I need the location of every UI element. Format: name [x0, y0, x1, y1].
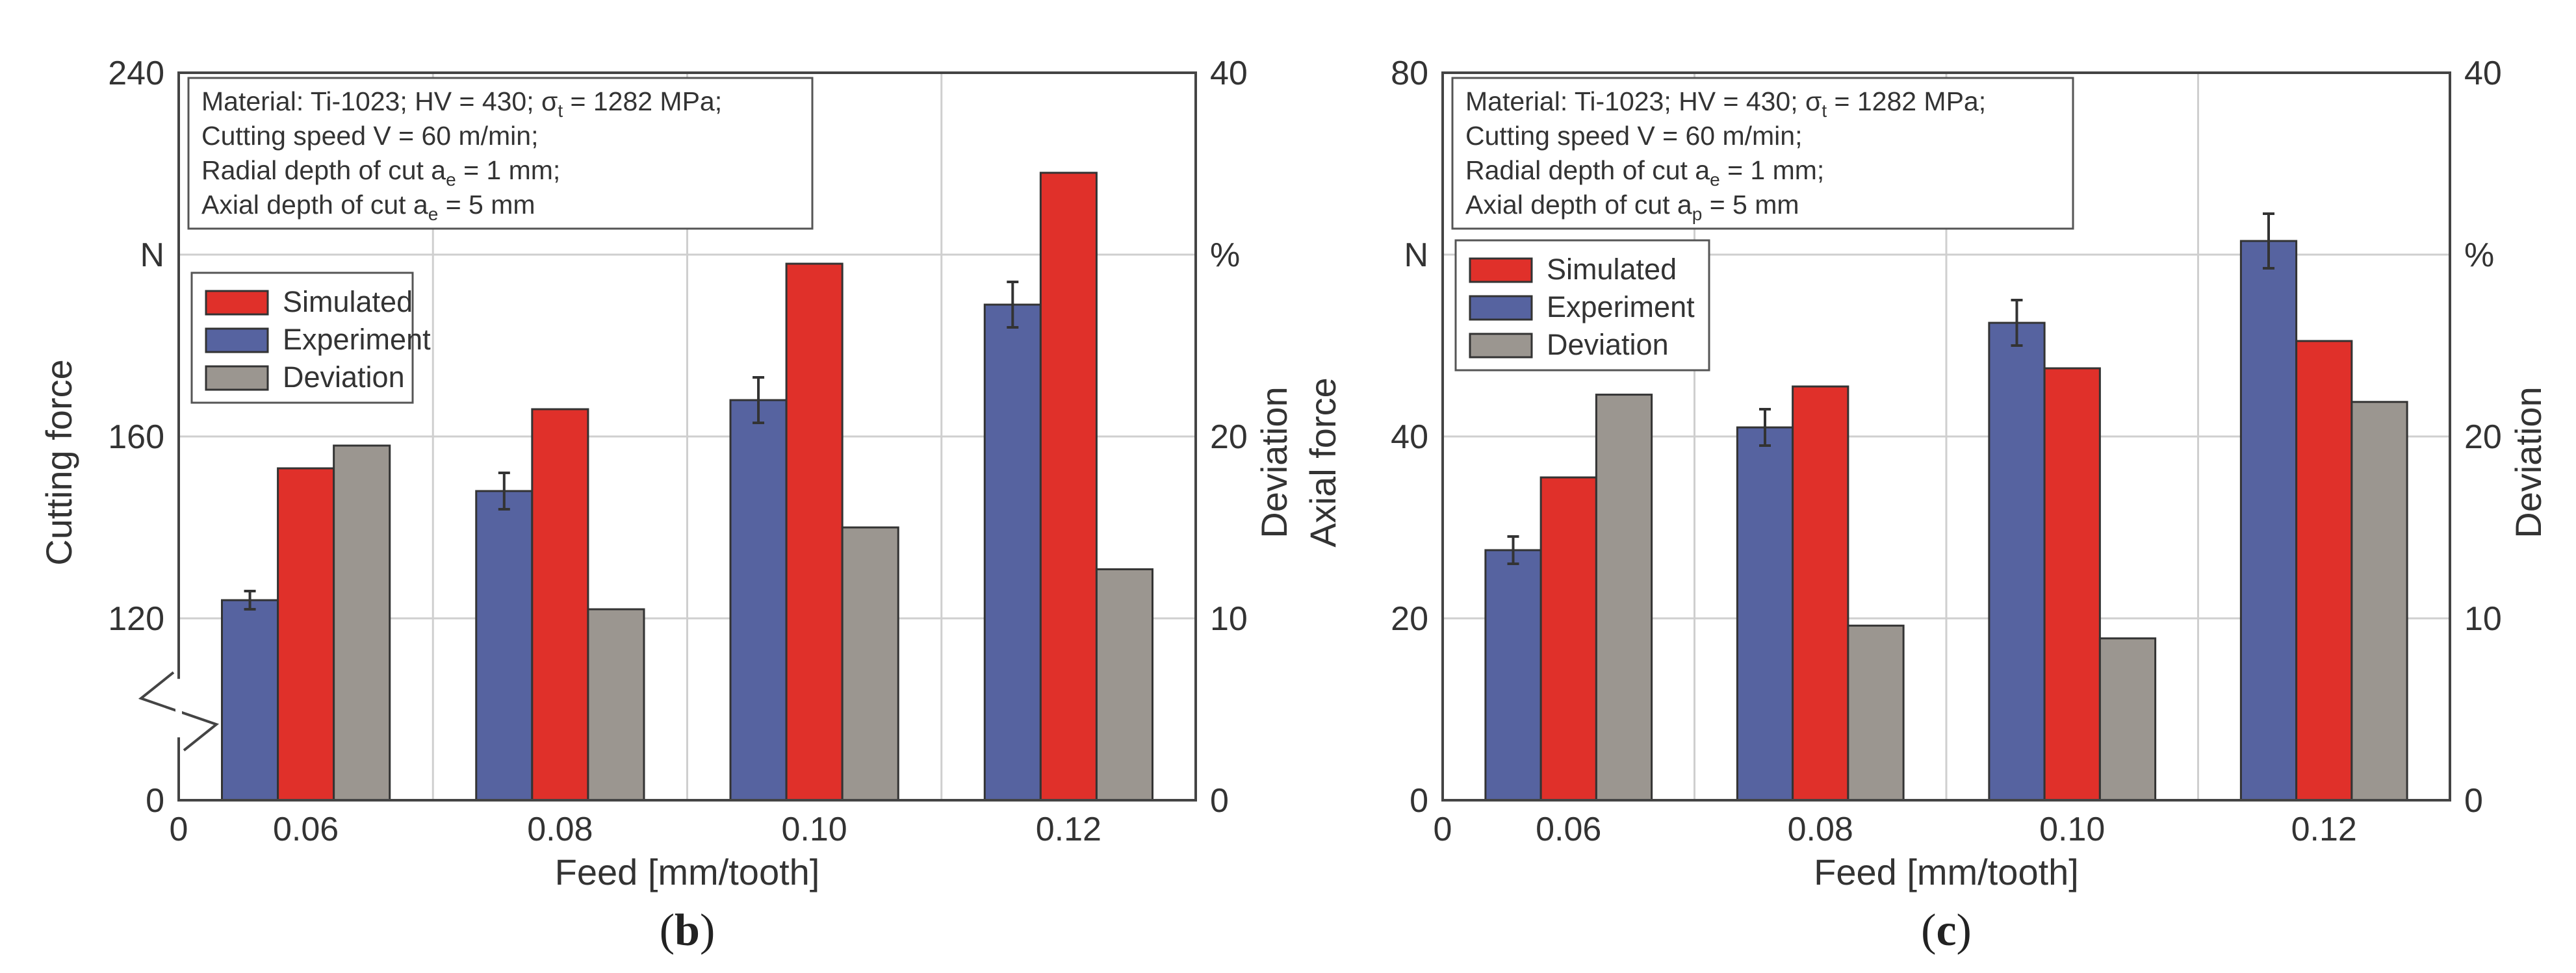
y2-tick-label: 10: [2464, 600, 2502, 638]
plot-frame: [1441, 71, 2451, 802]
bar-simulated: [2043, 367, 2101, 802]
chart-panel-c: 0.06 0.08 0.10 0.12 0 20 40 80 0 10 20 40 0 N % Axial f…: [1302, 55, 2549, 955]
panel-label: (b): [660, 905, 715, 955]
y2-unit-label: %: [1210, 236, 1240, 274]
legend-swatch-simulated: [1469, 257, 1533, 283]
annotation-line: Material: Ti-1023; HV = 430; σt = 1282 M…: [201, 86, 722, 121]
x-tick-label: 0.08: [527, 811, 593, 848]
annotation-line: Material: Ti-1023; HV = 430; σt = 1282 M…: [1465, 86, 1986, 121]
y2-tick-label: 40: [2464, 55, 2502, 92]
annotation-line: Axial depth of cut ap = 5 mm: [1465, 190, 1799, 224]
x-tick-label: 0.12: [1036, 811, 1101, 848]
axis-break-gap: [175, 679, 182, 738]
bar-simulated: [1539, 476, 1597, 802]
legend-label-simulated: Simulated: [1547, 253, 1677, 286]
bar-simulated: [1792, 385, 1849, 802]
legend-swatch-experiment: [1469, 295, 1533, 321]
bar-experiment: [1484, 549, 1542, 802]
y2-tick-label: 40: [1210, 55, 1248, 92]
bar-deviation: [1847, 624, 1905, 802]
annotation-line: Radial depth of cut ae = 1 mm;: [201, 155, 560, 190]
annotation-box: [187, 77, 814, 230]
y-axis-label: Cutting force: [38, 359, 79, 566]
y-tick-label: 160: [108, 418, 164, 456]
bar-deviation: [1595, 394, 1653, 802]
annotation-line: Cutting speed V = 60 m/min;: [201, 121, 538, 151]
y-tick-label: 120: [108, 600, 164, 638]
bar-experiment: [983, 303, 1042, 802]
bar-deviation: [333, 444, 391, 802]
y-unit-label: N: [140, 236, 164, 274]
bar-simulated: [1039, 171, 1098, 802]
x-tick-label: 0.06: [273, 811, 339, 848]
legend-label-simulated: Simulated: [283, 285, 413, 318]
legend-swatch-deviation: [205, 365, 269, 391]
legend-label-experiment: Experiment: [283, 323, 431, 356]
legend-swatch-simulated: [205, 290, 269, 316]
bar-experiment: [221, 599, 279, 802]
x-zero-label: 0: [1434, 811, 1452, 848]
y2-unit-label: %: [2464, 236, 2494, 274]
x-tick-label: 0.08: [1788, 811, 1853, 848]
annotation-line: Radial depth of cut ae = 1 mm;: [1465, 155, 1824, 190]
legend-swatch-deviation: [1469, 333, 1533, 359]
panel-label: (c): [1921, 905, 1972, 955]
x-tick-label: 0.06: [1536, 811, 1601, 848]
bar-experiment: [1988, 322, 2046, 802]
y2-tick-label: 0: [2464, 782, 2483, 820]
x-axis-label: Feed [mm/tooth]: [1814, 852, 2079, 892]
bar-simulated: [2295, 340, 2353, 802]
legend-label-deviation: Deviation: [1547, 328, 1669, 361]
y2-tick-label: 0: [1210, 782, 1229, 820]
annotation-line: Axial depth of cut ae = 5 mm: [201, 190, 535, 224]
bar-experiment: [1736, 426, 1794, 802]
bar-deviation: [841, 526, 899, 802]
legend-swatch-experiment: [205, 327, 269, 353]
bar-deviation: [1095, 568, 1153, 802]
bar-simulated: [531, 408, 589, 802]
legend-label-experiment: Experiment: [1547, 290, 1695, 323]
y-tick-label: 0: [1410, 782, 1428, 820]
annotation-box: [1451, 77, 2074, 230]
y-tick-label: 40: [1391, 418, 1428, 456]
bar-experiment: [475, 490, 534, 802]
annotation-line: Cutting speed V = 60 m/min;: [1465, 121, 1802, 151]
y-tick-label: 0: [146, 782, 164, 820]
y-unit-label: N: [1404, 236, 1428, 274]
y-tick-label: 80: [1391, 55, 1428, 92]
bar-experiment: [2239, 240, 2298, 802]
y-axis-label: Axial force: [1302, 377, 1343, 547]
y2-axis-label: Deviation: [1254, 386, 1294, 538]
bar-simulated: [277, 467, 335, 802]
x-zero-label: 0: [170, 811, 188, 848]
y-tick-label: 20: [1391, 600, 1428, 638]
y-tick-label: 240: [108, 55, 164, 92]
y2-tick-label: 10: [1210, 600, 1248, 638]
x-tick-label: 0.10: [782, 811, 847, 848]
x-axis-label: Feed [mm/tooth]: [555, 852, 820, 892]
y2-tick-label: 20: [1210, 418, 1248, 456]
x-tick-label: 0.12: [2291, 811, 2357, 848]
x-tick-label: 0.10: [2039, 811, 2105, 848]
legend-label-deviation: Deviation: [283, 360, 405, 394]
y2-tick-label: 20: [2464, 418, 2502, 456]
bar-experiment: [729, 399, 788, 802]
plot-frame: [177, 71, 1197, 802]
chart-panel-b: 0.06 0.08 0.10 0.12 0 120 160 240 0 10 20 40 0 N % Cutt…: [38, 55, 1294, 955]
bar-simulated: [785, 262, 844, 802]
bar-deviation: [2351, 401, 2408, 802]
bar-deviation: [587, 608, 645, 802]
bar-deviation: [2098, 637, 2157, 802]
y2-axis-label: Deviation: [2508, 386, 2549, 538]
